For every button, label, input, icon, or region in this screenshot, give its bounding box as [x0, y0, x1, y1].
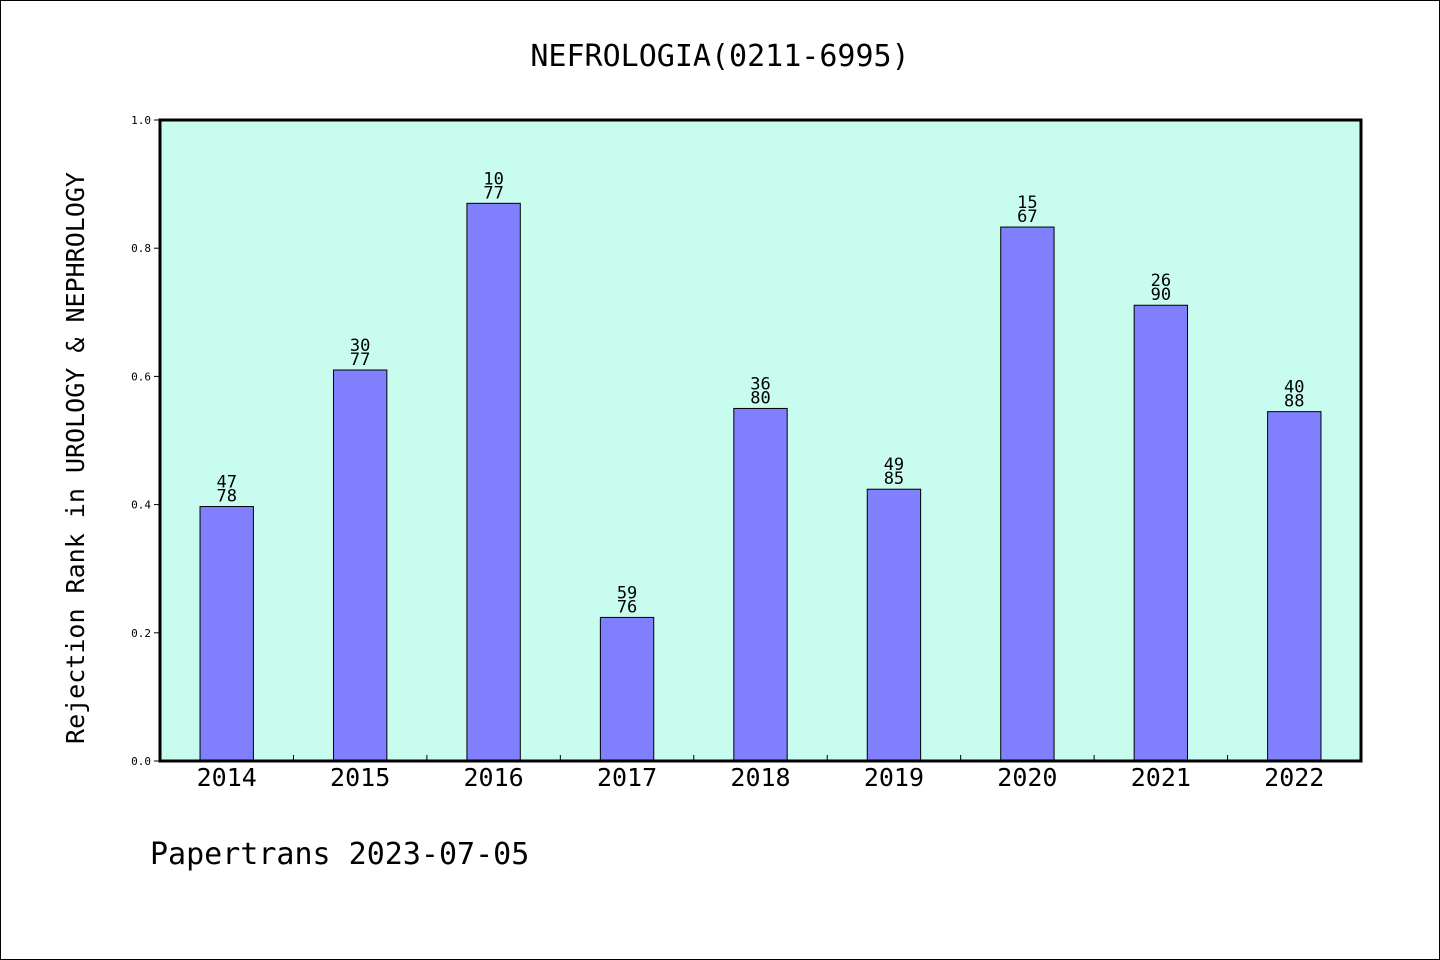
bar-label-bottom-2020: 67: [1017, 207, 1037, 227]
y-tick-label-0.4: 0.4: [131, 499, 151, 512]
bar-2015: [332, 369, 388, 762]
bar-2019: [866, 488, 922, 762]
y-axis-label: Rejection Rank in UROLOGY & NEPHROLOGY: [61, 172, 90, 744]
x-tick-label-2021: 2021: [1131, 763, 1191, 792]
bar-2020: [1000, 226, 1055, 762]
y-tick-label-0.0: 0.0: [131, 755, 151, 768]
x-tick-label-2017: 2017: [597, 763, 657, 792]
x-tick-label-2014: 2014: [197, 763, 257, 792]
bar-label-top-2022: 40: [1284, 378, 1304, 398]
bar-label-bottom-2015: 77: [350, 350, 370, 370]
bar-label-bottom-2021: 90: [1151, 285, 1171, 305]
bar-label-bottom-2016: 77: [483, 183, 503, 203]
bar-2021: [1133, 304, 1189, 762]
y-tick-label-0.6: 0.6: [131, 370, 151, 383]
bar-label-top-2020: 15: [1017, 193, 1037, 213]
bar-label-top-2015: 30: [350, 336, 370, 356]
footer-text: Papertrans 2023-07-05: [150, 837, 529, 872]
y-tick-label-1.0: 1.0: [131, 114, 151, 127]
bar-label-bottom-2014: 78: [216, 487, 236, 507]
y-tick-label-0.8: 0.8: [131, 242, 151, 255]
y-ticks-layer: 0.0 0.2 0.4 0.6 0.8 1.0: [131, 114, 160, 768]
bars-layer: [199, 202, 1322, 762]
bar-label-top-2014: 47: [216, 473, 236, 493]
x-tick-label-2015: 2015: [330, 763, 390, 792]
bar-2018: [733, 407, 788, 762]
bar-label-top-2021: 26: [1151, 271, 1171, 291]
bar-label-top-2019: 49: [884, 455, 904, 475]
bar-label-bottom-2018: 80: [750, 388, 770, 408]
x-tick-label-2016: 2016: [464, 763, 524, 792]
bar-label-bottom-2022: 88: [1284, 392, 1304, 412]
y-tick-label-0.2: 0.2: [131, 627, 151, 640]
plot-border: [158, 118, 1363, 763]
bar-label-top-2018: 36: [750, 374, 770, 394]
x-tick-label-2020: 2020: [997, 763, 1057, 792]
x-tick-label-2019: 2019: [864, 763, 924, 792]
bar-2014: [199, 506, 254, 762]
bar-label-bottom-2019: 85: [884, 469, 904, 489]
chart-title: NEFROLOGIA(0211-6995): [530, 39, 909, 74]
x-tick-label-2022: 2022: [1264, 763, 1324, 792]
bar-2016: [466, 202, 521, 762]
x-tick-label-2018: 2018: [730, 763, 790, 792]
bar-2017: [599, 616, 655, 762]
bar-2022: [1267, 411, 1322, 762]
x-ticks-layer: 2014 2015 2016 2017 2018 2019 2020 2021 2022: [197, 755, 1324, 792]
bar-label-bottom-2017: 76: [617, 597, 637, 617]
bar-label-top-2017: 59: [617, 583, 637, 603]
bar-label-top-2016: 10: [483, 169, 503, 189]
